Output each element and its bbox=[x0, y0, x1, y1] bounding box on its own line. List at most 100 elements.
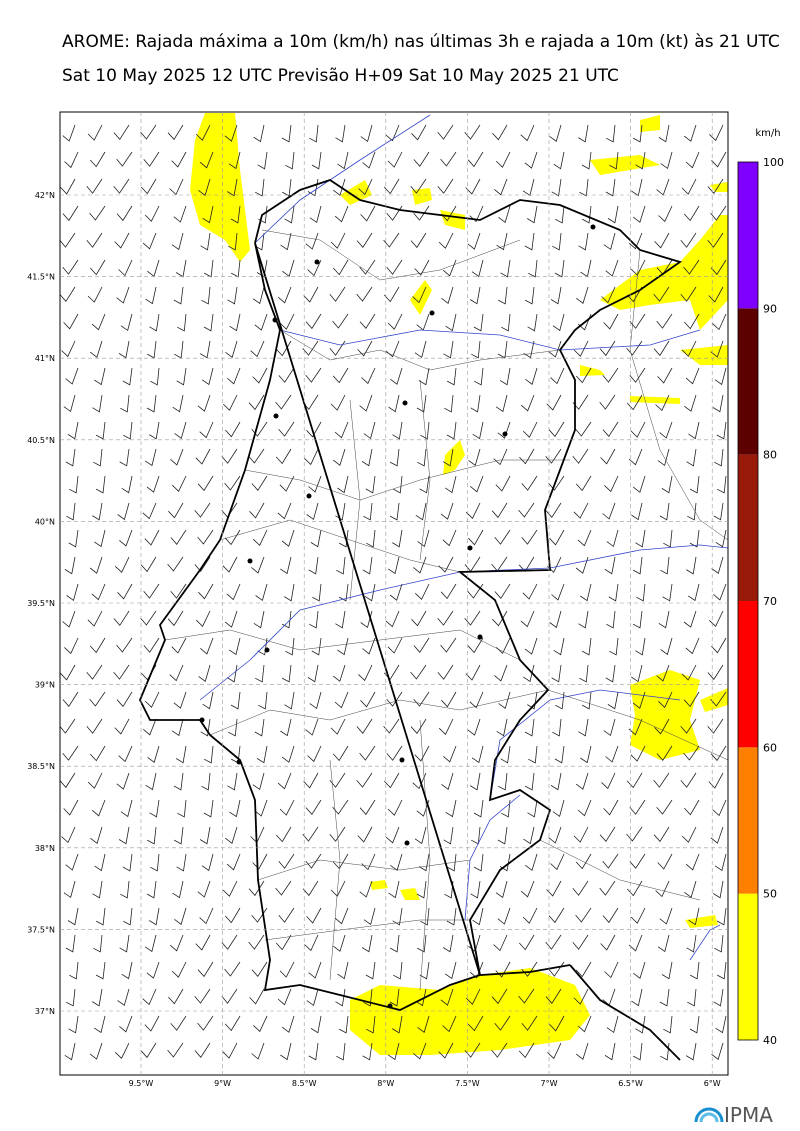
wind-barb bbox=[495, 475, 511, 492]
wind-barb bbox=[195, 124, 211, 141]
colorbar-label: 100 bbox=[763, 156, 784, 169]
wind-barb bbox=[389, 988, 400, 1007]
wind-barb bbox=[714, 448, 724, 467]
wind-barb bbox=[62, 259, 79, 275]
wind-barb bbox=[686, 934, 697, 953]
wind-barb bbox=[524, 637, 538, 655]
wind-barb bbox=[356, 772, 373, 788]
wind-barb bbox=[606, 610, 616, 629]
wind-barb bbox=[440, 583, 457, 600]
wind-barb bbox=[708, 286, 724, 303]
wind-barb bbox=[356, 286, 373, 302]
wind-barb bbox=[500, 259, 511, 278]
wind-barb bbox=[334, 691, 349, 709]
wind-barb bbox=[609, 637, 619, 656]
wind-barb bbox=[255, 664, 265, 683]
wind-barb bbox=[470, 475, 484, 493]
wind-barb bbox=[685, 367, 700, 385]
wind-barb bbox=[389, 583, 403, 601]
wind-barb bbox=[227, 772, 238, 791]
wind-barb bbox=[441, 286, 454, 304]
wind-barb bbox=[149, 799, 160, 818]
wind-barb bbox=[305, 853, 322, 869]
wind-barb bbox=[520, 124, 535, 142]
wind-barb bbox=[359, 745, 376, 761]
wind-barb bbox=[602, 502, 616, 520]
wind-barb bbox=[359, 394, 373, 412]
wind-barb bbox=[90, 826, 103, 844]
wind-barb bbox=[91, 988, 103, 1007]
wind-barb bbox=[681, 664, 697, 681]
wind-barb bbox=[199, 826, 211, 845]
wind-barb bbox=[68, 1015, 79, 1034]
wind-barb bbox=[148, 907, 160, 926]
wind-barb bbox=[599, 340, 616, 357]
wind-barb bbox=[281, 664, 292, 683]
wind-barb bbox=[198, 583, 214, 600]
wind-barb bbox=[118, 340, 130, 359]
wind-barb bbox=[522, 907, 538, 924]
wind-barb bbox=[250, 340, 265, 358]
wind-barb bbox=[604, 961, 619, 979]
wind-barb bbox=[303, 286, 319, 303]
wind-barb bbox=[170, 1015, 187, 1031]
wind-barb bbox=[444, 475, 457, 494]
wind-barb bbox=[471, 259, 484, 278]
colorbar-label: 40 bbox=[763, 1034, 777, 1047]
wind-barb bbox=[687, 988, 697, 1007]
wind-barb bbox=[707, 178, 724, 194]
wind-barb bbox=[302, 340, 319, 356]
wind-barb bbox=[174, 340, 184, 359]
wind-barb bbox=[61, 340, 76, 358]
wind-barb bbox=[116, 772, 130, 790]
wind-barb bbox=[143, 151, 160, 167]
wind-barb bbox=[494, 1015, 511, 1031]
wind-barb bbox=[59, 232, 76, 248]
wind-barb bbox=[552, 799, 565, 818]
colorbar-segment bbox=[738, 601, 758, 748]
wind-barb bbox=[495, 394, 508, 413]
coastline-border bbox=[139, 179, 683, 1061]
wind-barb bbox=[285, 151, 295, 170]
wind-barb bbox=[170, 448, 184, 466]
wind-barb bbox=[90, 259, 106, 276]
borders bbox=[164, 229, 729, 991]
wind-barb bbox=[661, 475, 673, 494]
wind-barb bbox=[572, 880, 589, 896]
wind-barb bbox=[658, 610, 670, 629]
wind-barb bbox=[417, 934, 427, 953]
wind-barb bbox=[546, 880, 562, 897]
wind-barb bbox=[683, 205, 700, 222]
wind-barb bbox=[604, 556, 616, 575]
wind-barb bbox=[142, 232, 157, 250]
wind-barb bbox=[249, 502, 265, 519]
wind-barb bbox=[113, 124, 130, 140]
wind-barb bbox=[337, 637, 349, 656]
wind-barb bbox=[418, 853, 430, 872]
gust-areas bbox=[190, 113, 728, 1055]
wind-barb bbox=[709, 124, 724, 142]
wind-barb bbox=[663, 529, 673, 548]
wind-barb bbox=[285, 637, 295, 656]
wind-barb bbox=[711, 1042, 724, 1060]
wind-barb bbox=[305, 313, 322, 330]
wind-barb bbox=[89, 151, 106, 168]
wind-barb bbox=[656, 313, 673, 329]
wind-barb bbox=[468, 448, 481, 466]
wind-barb bbox=[465, 502, 481, 519]
wind-barb bbox=[577, 1015, 592, 1033]
wind-barb bbox=[389, 502, 400, 521]
wind-barb bbox=[95, 961, 106, 980]
wind-barb bbox=[361, 448, 373, 467]
wind-barb bbox=[252, 772, 265, 791]
wind-barb bbox=[118, 745, 133, 763]
wind-barb bbox=[197, 961, 214, 978]
wind-barb bbox=[442, 448, 454, 467]
wind-barb bbox=[387, 637, 403, 654]
wind-barb bbox=[333, 934, 346, 952]
wind-barb bbox=[123, 907, 133, 926]
wind-barb bbox=[442, 934, 454, 953]
wind-barb bbox=[281, 1015, 295, 1033]
wind-barb bbox=[277, 988, 292, 1006]
